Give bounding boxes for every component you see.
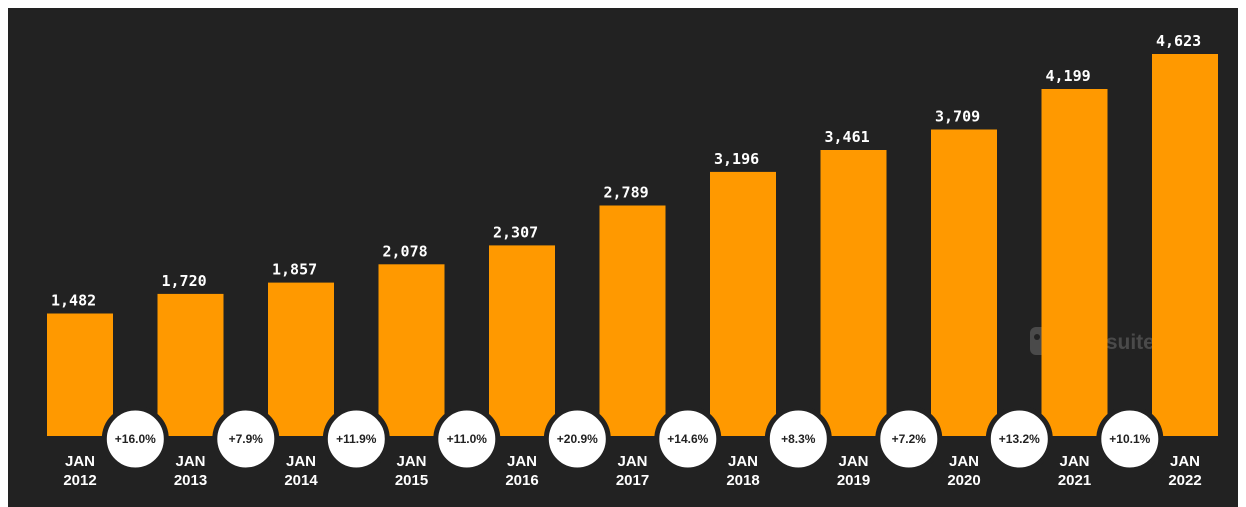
growth-label-7: +8.3% <box>781 432 816 446</box>
x-tick-year-2014: 2014 <box>284 472 318 489</box>
x-tick-month-2014: JAN <box>286 453 316 470</box>
growth-label-10: +10.1% <box>1109 432 1150 446</box>
chart-panel: we are social Hootsuite 1,482JAN20121,72… <box>8 8 1238 507</box>
x-tick-month-2013: JAN <box>175 453 205 470</box>
x-tick-year-2020: 2020 <box>947 472 980 489</box>
growth-badge-9 <box>985 405 1053 473</box>
growth-badge-6 <box>654 405 722 473</box>
bar-2021 <box>1041 89 1108 436</box>
x-tick-year-2013: 2013 <box>174 472 207 489</box>
growth-label-1: +16.0% <box>115 432 156 446</box>
bar-2013 <box>157 293 224 436</box>
x-tick-month-2017: JAN <box>617 453 647 470</box>
x-tick-year-2019: 2019 <box>837 472 870 489</box>
x-tick-month-2016: JAN <box>507 453 537 470</box>
x-tick-month-2018: JAN <box>728 453 758 470</box>
x-tick-month-2012: JAN <box>65 453 95 470</box>
value-label-2016: 2,307 <box>493 223 538 241</box>
value-label-2021: 4,199 <box>1046 67 1091 85</box>
growth-label-4: +11.0% <box>447 432 488 446</box>
x-tick-year-2018: 2018 <box>726 472 759 489</box>
growth-label-8: +7.2% <box>892 432 927 446</box>
bar-chart: we are social Hootsuite 1,482JAN20121,72… <box>47 32 1218 489</box>
growth-badge-4 <box>433 405 501 473</box>
growth-badge-8 <box>875 405 943 473</box>
value-label-2018: 3,196 <box>714 150 759 168</box>
value-label-2019: 3,461 <box>825 128 870 146</box>
growth-badge-2 <box>212 405 280 473</box>
growth-label-2: +7.9% <box>229 432 264 446</box>
value-label-2014: 1,857 <box>272 261 317 279</box>
value-label-2015: 2,078 <box>383 242 428 260</box>
bar-2017 <box>599 205 666 436</box>
growth-badge-3 <box>322 405 390 473</box>
value-label-2017: 2,789 <box>604 184 649 202</box>
value-label-2020: 3,709 <box>935 108 980 126</box>
growth-label-5: +20.9% <box>557 432 598 446</box>
x-tick-year-2016: 2016 <box>505 472 538 489</box>
value-label-2012: 1,482 <box>51 292 96 310</box>
growth-badge-1 <box>101 405 169 473</box>
x-tick-month-2020: JAN <box>949 453 979 470</box>
x-tick-year-2022: 2022 <box>1168 472 1201 489</box>
bar-2015 <box>378 264 445 436</box>
growth-label-3: +11.9% <box>336 432 377 446</box>
value-label-2022: 4,623 <box>1156 32 1201 50</box>
growth-label-9: +13.2% <box>999 432 1040 446</box>
x-tick-year-2017: 2017 <box>616 472 649 489</box>
growth-badge-5 <box>543 405 611 473</box>
x-tick-month-2019: JAN <box>838 453 868 470</box>
bar-2016 <box>489 245 555 436</box>
growth-badge-10 <box>1096 405 1164 473</box>
x-tick-month-2015: JAN <box>396 453 426 470</box>
bar-2018 <box>710 171 776 436</box>
bar-2012 <box>47 313 113 436</box>
x-tick-year-2015: 2015 <box>395 472 428 489</box>
x-tick-month-2022: JAN <box>1170 453 1200 470</box>
x-tick-month-2021: JAN <box>1059 453 1089 470</box>
bar-2014 <box>268 282 334 436</box>
bar-2022 <box>1152 54 1218 436</box>
value-label-2013: 1,720 <box>162 272 207 290</box>
x-tick-year-2012: 2012 <box>63 472 96 489</box>
growth-label-6: +14.6% <box>667 432 708 446</box>
growth-badge-7 <box>764 405 832 473</box>
x-tick-year-2021: 2021 <box>1058 472 1091 489</box>
bar-2020 <box>931 129 997 436</box>
bar-2019 <box>820 150 887 436</box>
